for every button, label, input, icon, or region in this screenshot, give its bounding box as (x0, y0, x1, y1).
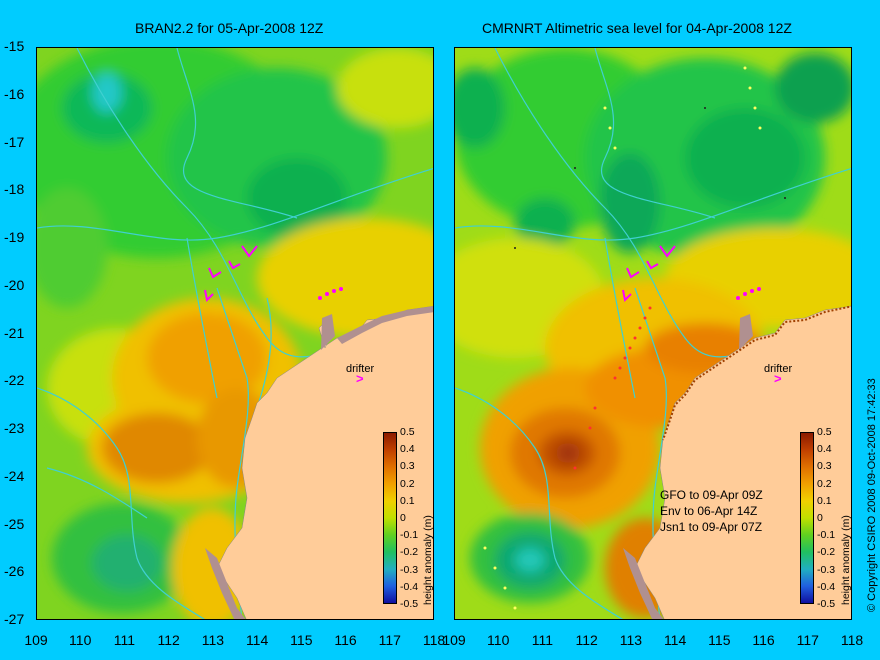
lon-tick-label: 115 (708, 632, 731, 648)
left-drifter-label: drifter (346, 363, 375, 375)
lon-tick-label: 118 (422, 632, 446, 648)
lon-tick-label: 109 (24, 632, 48, 648)
colorbar-tick-label: 0.2 (817, 477, 832, 490)
left-map-svg (37, 48, 433, 619)
right-colorbar-title: height anomaly (m) (840, 515, 852, 605)
right-map-svg (455, 48, 851, 619)
lat-tick-label: -22 (4, 372, 25, 389)
left-map-panel (36, 47, 434, 620)
right-drifter-label: drifter (764, 363, 793, 375)
satellite-item-jsn1: Jsn1 to 09-Apr 07Z (660, 520, 763, 534)
left-drifter-arrow-icon: > (356, 371, 364, 386)
lon-tick-label: 117 (796, 632, 819, 648)
lon-tick-label: 114 (663, 632, 687, 648)
lon-tick-label: 109 (442, 632, 466, 648)
lat-tick-label: -19 (4, 229, 25, 245)
lon-tick-label: 118 (840, 632, 864, 648)
lat-tick-label: -24 (4, 467, 25, 484)
lat-tick-label: -16 (4, 85, 25, 102)
lon-tick-label: 113 (201, 632, 225, 648)
lon-tick-label: 115 (290, 632, 313, 648)
colorbar-tick-label: -0.2 (400, 546, 419, 559)
lat-tick-label: -27 (4, 611, 25, 627)
colorbar-tick-label: 0.4 (400, 443, 415, 456)
lon-tick-label: 116 (752, 632, 775, 648)
colorbar-tick-label: -0.4 (817, 580, 836, 593)
right-drifter-arrow-icon: > (774, 371, 782, 386)
lon-tick-label: 110 (487, 632, 510, 648)
left-colorbar-title: height anomaly (m) (422, 515, 434, 605)
lon-tick-label: 111 (113, 632, 136, 648)
colorbar-tick-label: 0.3 (817, 460, 832, 473)
satellite-item-gfo: GFO to 09-Apr 09Z (660, 488, 763, 502)
lon-tick-label: 116 (334, 632, 357, 648)
lat-tick-label: -17 (4, 133, 25, 150)
right-map-panel (454, 47, 852, 620)
colorbar-tick-label: -0.5 (817, 598, 836, 610)
lat-tick-label: -25 (4, 515, 25, 532)
colorbar-tick-label: -0.4 (400, 580, 419, 593)
colorbar-tick-label: 0.3 (400, 460, 415, 473)
left-colorbar (383, 432, 397, 604)
lon-tick-label: 114 (245, 632, 269, 648)
colorbar-tick-label: 0.1 (400, 494, 415, 507)
lat-tick-label: -26 (4, 563, 25, 580)
lon-tick-label: 112 (157, 632, 180, 648)
lon-tick-label: 110 (69, 632, 92, 648)
colorbar-tick-label: 0 (400, 512, 406, 524)
colorbar-tick-label: 0.5 (817, 426, 832, 438)
satellite-legend: GFO to 09-Apr 09Z Env to 06-Apr 14Z Jsn1… (660, 487, 763, 535)
colorbar-tick-label: 0.1 (817, 494, 832, 507)
lat-tick-label: -23 (4, 420, 25, 436)
colorbar-tick-label: 0.2 (400, 477, 415, 490)
colorbar-tick-label: 0.4 (817, 443, 832, 456)
colorbar-tick-label: -0.3 (400, 563, 419, 576)
lon-tick-label: 113 (619, 632, 643, 648)
lat-tick-label: -18 (4, 181, 25, 198)
colorbar-tick-label: 0.5 (400, 426, 415, 438)
right-panel-title: CMRNRT Altimetric sea level for 04-Apr-2… (482, 20, 792, 36)
right-colorbar (800, 432, 814, 604)
copyright-text: © Copyright CSIRO 2008 09-Oct-2008 17:42… (866, 378, 878, 612)
lat-tick-label: -20 (4, 276, 25, 293)
lat-tick-label: -21 (4, 324, 25, 341)
lon-tick-label: 111 (531, 632, 554, 648)
colorbar-tick-label: -0.2 (817, 546, 836, 559)
lon-tick-label: 112 (575, 632, 598, 648)
left-panel-title: BRAN2.2 for 05-Apr-2008 12Z (135, 20, 324, 36)
colorbar-tick-label: -0.1 (400, 529, 419, 542)
lon-tick-label: 117 (378, 632, 401, 648)
colorbar-tick-label: -0.1 (817, 529, 836, 542)
lat-tick-label: -15 (4, 38, 25, 54)
colorbar-tick-label: -0.3 (817, 563, 836, 576)
satellite-item-env: Env to 06-Apr 14Z (660, 504, 758, 518)
colorbar-tick-label: 0 (817, 512, 823, 524)
colorbar-tick-label: -0.5 (400, 598, 419, 610)
